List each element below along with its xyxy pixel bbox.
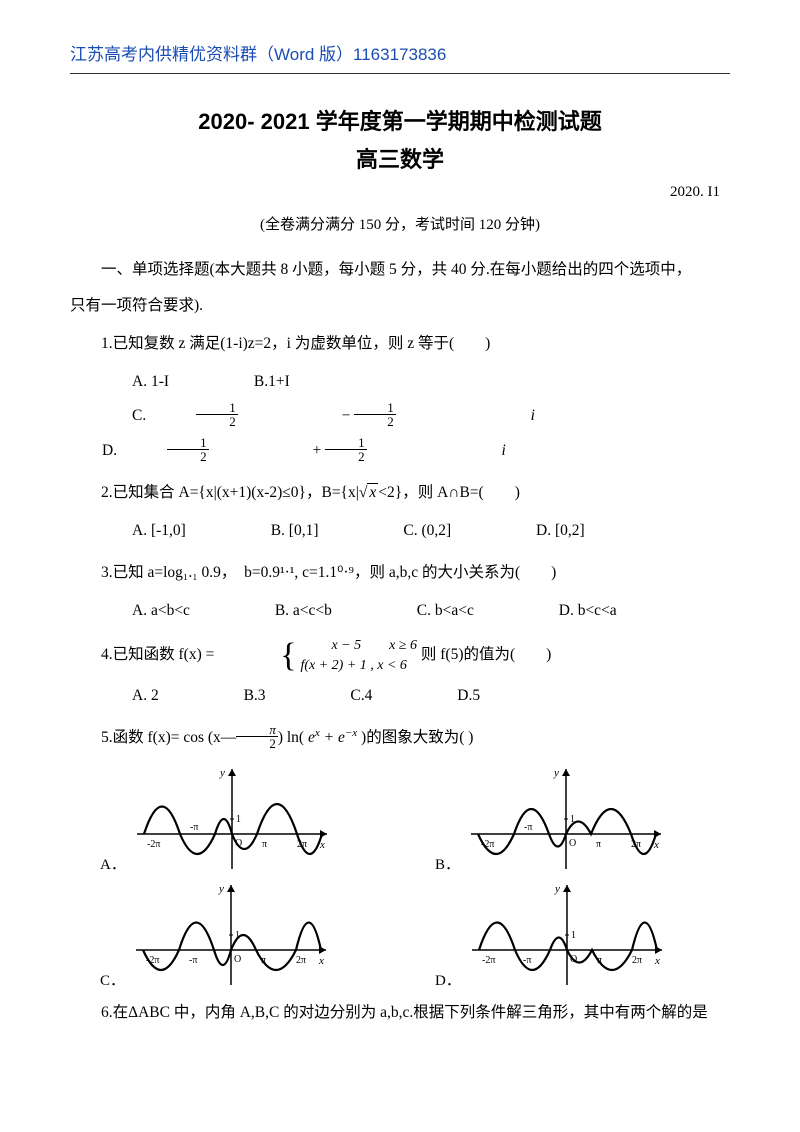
q2-stem-post: <2}，则 A∩B=( ) [378,484,520,501]
q5-label-c: C． [100,969,125,990]
svg-text:y: y [219,767,225,779]
fraction-icon: 12 [354,401,446,428]
q4-opt-c: C.4 [319,679,372,713]
q2-opt-d: D. [0,2] [505,514,585,548]
section-intro-line1: 一、单项选择题(本大题共 8 小题，每小题 5 分，共 40 分.在每小题给出的… [70,252,730,288]
q1-opt-b: B.1+I [223,365,290,399]
exam-meta: (全卷满分满分 150 分，考试时间 120 分钟) [70,213,730,234]
svg-text:O: O [569,838,576,849]
fraction-icon: 12 [167,436,259,463]
q3-opt-d: D. b<c<a [528,594,617,628]
q3-opt-c: C. b<a<c [386,594,474,628]
q2-stem-pre: 2.已知集合 A={x|(x+1)(x-2)≤0}，B={x| [101,484,359,501]
q1-opt-a: A. 1-I [101,365,169,399]
q3-stem: 3.已知 a=log₁.₁ 0.9， b=0.9¹·¹, c=1.1⁰·⁹，则 … [70,556,730,590]
q3-opt-b: B. a<c<b [244,594,332,628]
q5-graph-c: C． x y -2π -π O π 2π 1 [100,880,395,990]
q1-c-label: C. [101,399,146,433]
svg-text:-2π: -2π [147,839,160,850]
svg-text:2π: 2π [296,955,306,966]
q5-stem: 5.函数 f(x)= cos (x—π2) ln( ex + e−x )的图象大… [70,721,730,755]
q5-stem-mid: ) ln( [278,729,308,746]
q1-opt-d: D.12 + 12 i [40,434,556,468]
q1-stem: 1.已知复数 z 满足(1-i)z=2，i 为虚数单位，则 z 等于( ) [70,327,730,361]
page-subtitle: 高三数学 [70,142,730,174]
q5-label-a: A． [100,853,126,874]
svg-text:x: x [318,955,324,967]
fraction-icon: 12 [325,436,417,463]
q4-row2: f(x + 2) + 1 , x < 6 [300,658,406,673]
q2-opt-c: C. (0,2] [372,514,451,548]
q3-options: A. a<b<c B. a<c<b C. b<a<c D. b<c<a [70,594,730,628]
q5-stem-pre: 5.函数 f(x)= cos (x— [101,729,236,746]
q4-opt-a: A. 2 [101,679,159,713]
q3-opt-a: A. a<b<c [101,594,190,628]
exam-page: 江苏高考内供精优资料群（Word 版）1163173836 2020- 2021… [0,0,800,1132]
q2-options: A. [-1,0] B. [0,1] C. (0,2] D. [0,2] [70,514,730,548]
svg-text:π: π [262,839,267,850]
svg-text:O: O [234,954,241,965]
q4-opt-b: B.3 [213,679,266,713]
q4-stem-post: 则 f(5)的值为( ) [421,646,551,663]
q1-d-label: D. [71,434,117,468]
section-intro-line2: 只有一项符合要求). [70,288,730,324]
graph-a-svg: x y -2π -π O π 2π 1 [132,764,332,874]
exam-date: 2020. I1 [70,184,720,201]
svg-text:2π: 2π [632,955,642,966]
header-rule [70,73,730,74]
fraction-icon: π2 [236,723,278,750]
svg-text:1: 1 [571,930,576,941]
svg-text:-π: -π [189,955,197,966]
q5-graph-grid: A． x y -2π -π O π 2π 1 B． [100,764,730,990]
svg-text:-π: -π [190,822,198,833]
piecewise-icon: { x − 5 x ≥ 6f(x + 2) + 1 , x < 6 [218,636,417,675]
q5-stem-post: )的图象大致为( ) [357,729,473,746]
q1-options: A. 1-I B.1+I C. 12 − 12 i D.12 + 12 i [70,365,730,467]
q4-options: A. 2 B.3 C.4 D.5 [70,679,730,713]
q6-stem: 6.在ΔABC 中，内角 A,B,C 的对边分别为 a,b,c.根据下列条件解三… [70,996,730,1030]
page-title: 2020- 2021 学年度第一学期期中检测试题 [70,104,730,136]
watermark-text: 江苏高考内供精优资料群（Word 版）1163173836 [70,40,730,65]
q2-opt-b: B. [0,1] [240,514,319,548]
svg-text:1: 1 [236,814,241,825]
q5-graph-d: D． x y -2π -π O π 2π 1 [435,880,730,990]
exp-expr: ex + e−x [308,729,357,746]
q5-graph-a: A． x y -2π -π O π 2π 1 [100,764,395,874]
svg-text:-2π: -2π [482,955,495,966]
q4-opt-d: D.5 [426,679,480,713]
graph-b-svg: x y -2π -π O π 2π 1 [466,764,666,874]
svg-text:π: π [596,839,601,850]
svg-text:x: x [654,955,660,967]
graph-c-svg: x y -2π -π O π 2π 1 [131,880,331,990]
svg-text:y: y [553,767,559,779]
svg-text:y: y [554,883,560,895]
q5-label-b: B． [435,853,460,874]
svg-text:-π: -π [524,822,532,833]
q5-label-d: D． [435,969,461,990]
sqrt-icon: √x [359,483,378,501]
q4-row1: x − 5 x ≥ 6 [331,638,417,653]
q2-opt-a: A. [-1,0] [101,514,186,548]
svg-text:y: y [218,883,224,895]
fraction-icon: 12 [196,401,288,428]
q4-stem: 4.已知函数 f(x) = { x − 5 x ≥ 6f(x + 2) + 1 … [70,636,730,675]
q4-stem-pre: 4.已知函数 f(x) = [101,646,214,663]
q5-graph-b: B． x y -2π -π O π 2π 1 [435,764,730,874]
q2-stem: 2.已知集合 A={x|(x+1)(x-2)≤0}，B={x|√x<2}，则 A… [70,476,730,510]
graph-d-svg: x y -2π -π O π 2π 1 [467,880,667,990]
q1-opt-c: C. 12 − 12 i [70,399,585,433]
